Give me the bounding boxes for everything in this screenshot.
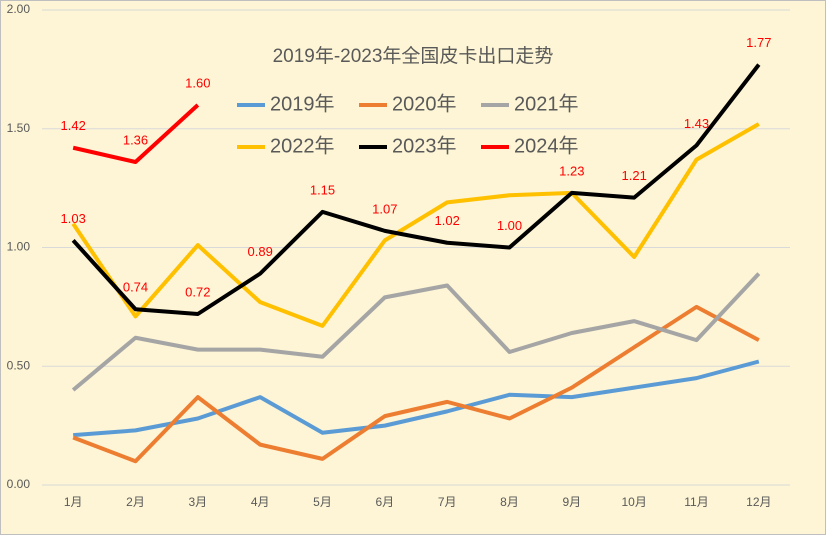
data-label: 1.21 — [622, 168, 647, 183]
data-label: 0.72 — [185, 284, 210, 299]
series-line — [71, 272, 761, 392]
x-tick-label: 12月 — [746, 495, 771, 509]
data-label: 1.42 — [61, 118, 86, 133]
y-tick-label: 1.50 — [7, 121, 31, 135]
data-label: 1.36 — [123, 132, 148, 147]
x-tick-label: 7月 — [438, 495, 457, 509]
y-tick-label: 0.00 — [7, 477, 31, 491]
legend-label: 2022年 — [270, 134, 335, 157]
series-line — [72, 304, 760, 464]
x-tick-label: 10月 — [621, 495, 646, 509]
data-label: 0.74 — [123, 280, 148, 295]
chart-title: 2019年-2023年全国皮卡出口走势 — [273, 45, 554, 67]
x-tick-label: 9月 — [562, 495, 581, 509]
legend-label: 2024年 — [514, 134, 579, 157]
data-label: 1.00 — [497, 218, 522, 233]
x-tick-label: 5月 — [313, 495, 332, 509]
x-tick-label: 6月 — [375, 495, 394, 509]
x-tick-label: 2月 — [126, 495, 145, 509]
y-tick-label: 1.00 — [7, 240, 31, 254]
data-label: 1.77 — [746, 35, 771, 50]
data-label: 1.07 — [372, 201, 397, 216]
x-tick-label: 4月 — [251, 495, 270, 509]
data-label: 1.02 — [435, 213, 460, 228]
series-line — [72, 103, 200, 164]
x-tick-label: 8月 — [500, 495, 519, 509]
legend-label: 2021年 — [514, 92, 579, 115]
x-tick-label: 3月 — [188, 495, 207, 509]
series-line — [71, 63, 761, 316]
data-label: 0.89 — [248, 244, 273, 259]
series-line — [71, 122, 760, 328]
y-tick-label: 2.00 — [7, 2, 31, 16]
data-label: 1.03 — [61, 211, 86, 226]
x-tick-label: 1月 — [64, 495, 83, 509]
legend-label: 2019年 — [270, 92, 335, 115]
data-label: 1.15 — [310, 182, 335, 197]
data-label: 1.23 — [559, 163, 584, 178]
y-tick-label: 0.50 — [7, 358, 31, 372]
legend-label: 2020年 — [392, 92, 457, 115]
data-label: 1.60 — [185, 75, 210, 90]
series-line — [73, 359, 760, 438]
legend-label: 2023年 — [392, 134, 457, 157]
x-tick-label: 11月 — [684, 495, 708, 509]
data-label: 1.43 — [684, 116, 709, 131]
